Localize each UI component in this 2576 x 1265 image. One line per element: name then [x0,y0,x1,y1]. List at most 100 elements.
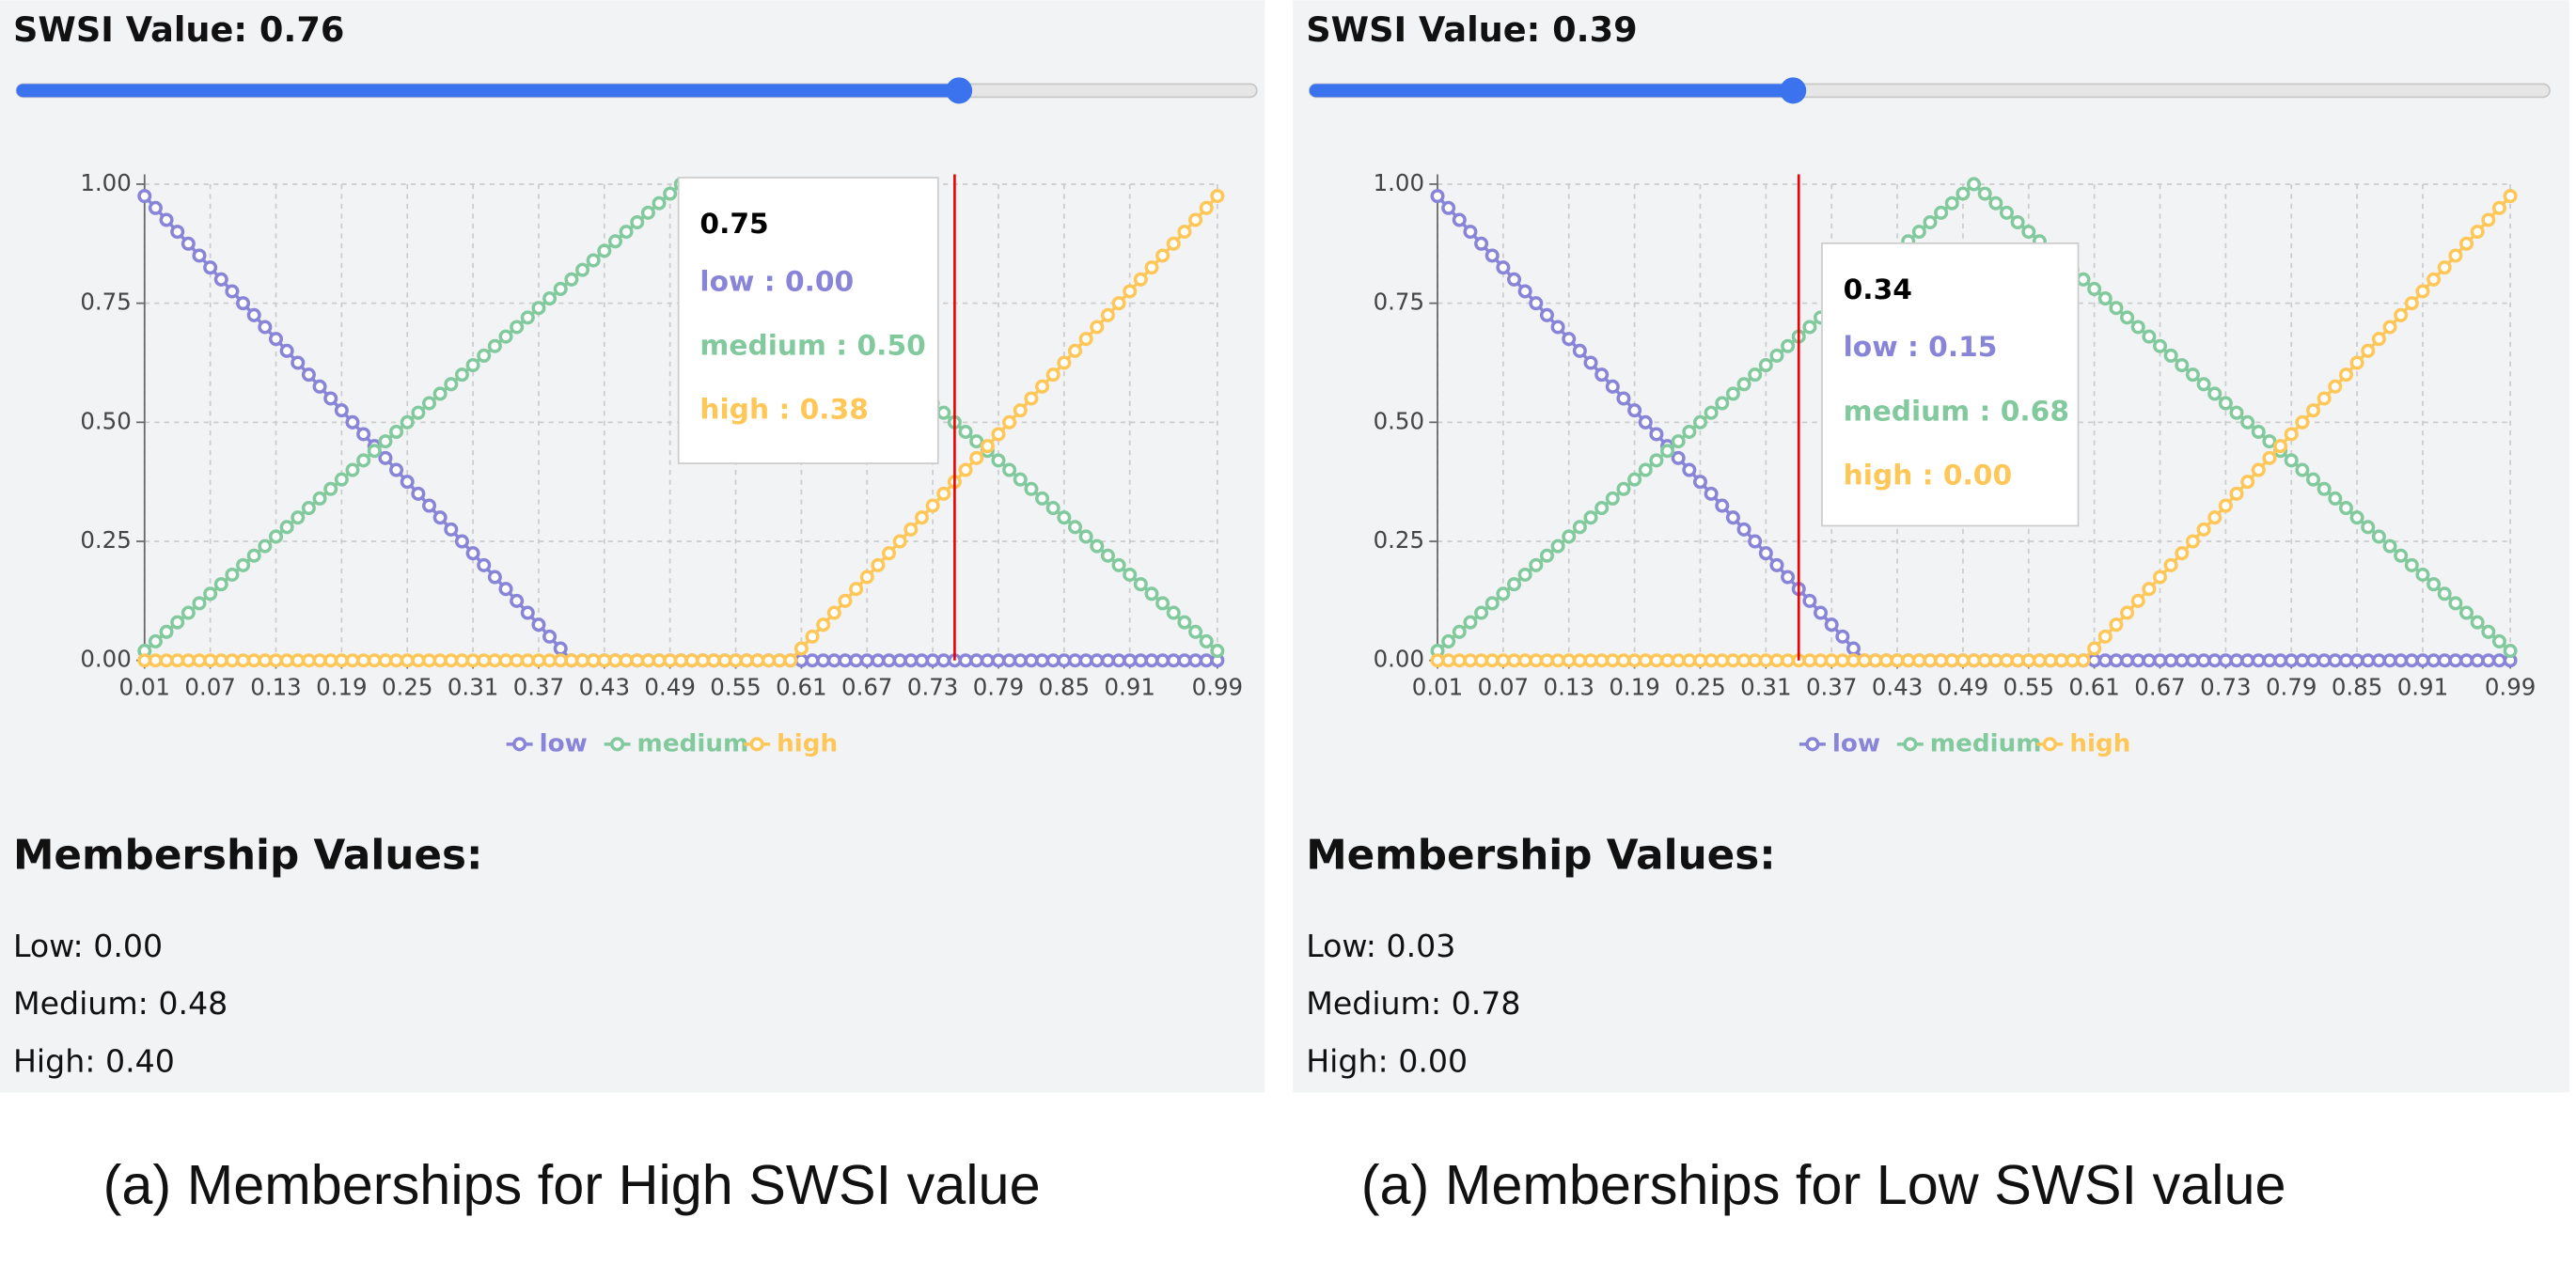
slider-thumb[interactable] [1780,77,1807,104]
data-point [1725,653,1740,668]
data-point [1715,396,1730,411]
data-point [2317,653,2332,668]
data-point [367,653,382,668]
data-point [2295,462,2310,477]
data-point [1704,653,1719,668]
data-point [575,262,590,277]
data-point [1067,343,1083,358]
data-point [2481,653,2496,668]
data-point [2328,653,2343,668]
data-point [1155,248,1170,263]
data-point [1736,653,1751,668]
data-point [1024,653,1039,668]
data-point [1901,653,1916,668]
caption: (a) Memberships for Low SWSI value [1361,1153,2286,1216]
data-point [2404,296,2419,311]
data-point [1802,653,1817,668]
data-point [2240,653,2255,668]
data-point [498,329,513,344]
data-point [181,236,196,251]
data-point [2459,605,2474,620]
data-point [2207,510,2223,525]
data-point [2240,414,2255,429]
x-tick-label: 0.91 [1104,673,1154,700]
caption: (a) Memberships for High SWSI value [103,1153,1041,1216]
data-point [1045,501,1060,516]
data-point [1878,653,1893,668]
data-point [586,253,601,268]
data-point [1923,214,1938,230]
data-point [1692,653,1707,668]
data-point [2120,310,2135,325]
data-point [258,320,273,335]
data-point [2218,653,2233,668]
data-point [925,653,940,668]
data-point [334,472,349,487]
x-tick-label: 0.55 [710,673,761,700]
data-point [597,243,612,258]
data-point [1911,653,1926,668]
data-point [312,653,327,668]
data-point [859,653,874,668]
data-point [783,653,798,668]
data-point [1550,539,1565,554]
data-point [2437,653,2452,668]
data-point [1484,248,1500,263]
data-point [750,653,765,668]
data-point [1999,653,2015,668]
data-point [1605,491,1620,506]
data-point [1725,510,1740,525]
data-point [323,391,338,406]
data-point [1177,653,1192,668]
data-point [793,641,809,656]
data-point [2361,653,2376,668]
y-tick-label: 1.00 [80,169,131,196]
data-point [1474,236,1489,251]
data-point [1045,367,1060,383]
data-point [1123,567,1138,583]
membership-line: High: 0.40 [13,1042,175,1079]
data-point [1781,653,1796,668]
data-point [291,355,306,370]
data-point [1736,522,1751,537]
membership-heading: Membership Values: [13,831,483,879]
data-point [2349,355,2364,370]
data-point [258,539,273,554]
data-point [684,653,699,668]
data-point [1166,605,1181,620]
tooltip-item: high : 0.00 [1844,459,2013,492]
data-point [258,653,273,668]
data-point [400,414,415,429]
data-point [1736,377,1751,392]
slider-thumb[interactable] [946,77,973,104]
data-point [1517,284,1532,299]
data-point [389,653,404,668]
data-point [2185,367,2200,383]
data-point [2262,653,2277,668]
data-point [575,653,590,668]
data-point [1781,338,1796,353]
data-point [2481,624,2496,639]
legend-marker [2042,737,2057,752]
data-point [816,653,831,668]
data-point [1144,586,1159,601]
data-point [1166,653,1181,668]
data-point [1463,225,1478,240]
data-point [1111,653,1126,668]
data-point [2459,653,2474,668]
data-point [1715,498,1730,513]
data-point [1024,391,1039,406]
slider-label: SWSI Value: 0.39 [1306,9,1637,50]
data-point [1199,633,1214,648]
data-point [148,633,163,648]
data-point [2163,557,2178,572]
data-point [520,605,535,620]
data-point [2076,653,2091,668]
data-point [1539,307,1554,322]
data-point [826,653,841,668]
data-point [1572,520,1587,535]
data-point [892,653,907,668]
legend-label: high [777,729,838,757]
data-point [2109,617,2124,632]
